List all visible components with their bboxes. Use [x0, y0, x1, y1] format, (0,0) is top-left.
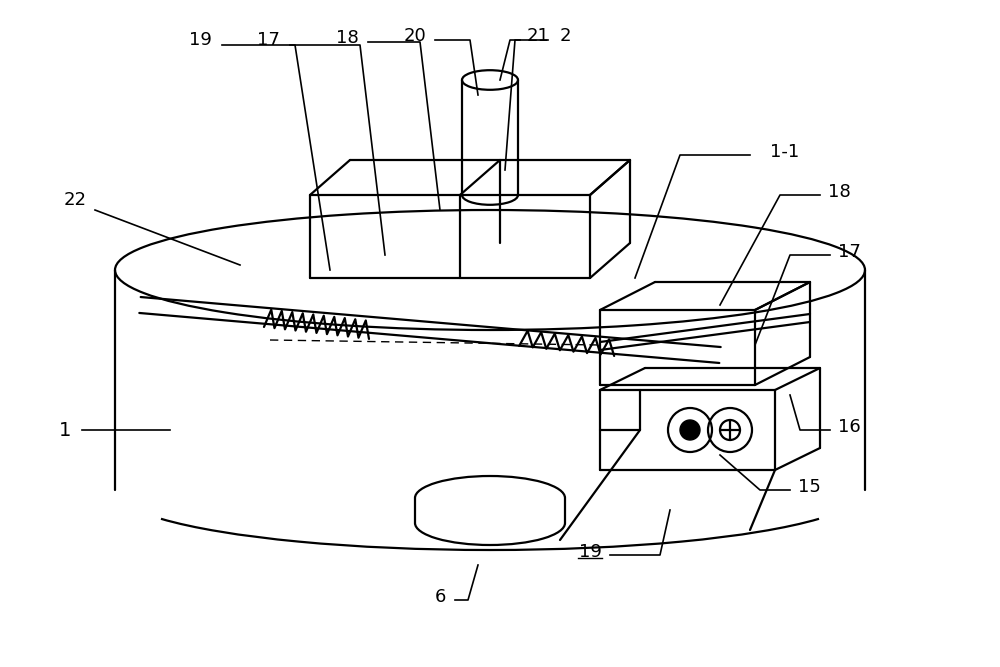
Text: 18: 18 — [828, 183, 851, 201]
Text: 19: 19 — [189, 31, 211, 49]
Text: 15: 15 — [798, 478, 821, 496]
Text: 21: 21 — [527, 27, 549, 45]
Text: 19: 19 — [579, 543, 601, 561]
Text: 2: 2 — [559, 27, 571, 45]
Text: 16: 16 — [838, 418, 861, 436]
Text: 1-1: 1-1 — [770, 143, 799, 161]
Text: 22: 22 — [64, 191, 87, 209]
Text: 18: 18 — [336, 29, 358, 47]
Text: 6: 6 — [434, 588, 446, 606]
Text: 17: 17 — [838, 243, 861, 261]
Text: 17: 17 — [257, 31, 279, 49]
Text: 1: 1 — [59, 420, 71, 440]
Text: 20: 20 — [404, 27, 426, 45]
Circle shape — [680, 420, 700, 440]
